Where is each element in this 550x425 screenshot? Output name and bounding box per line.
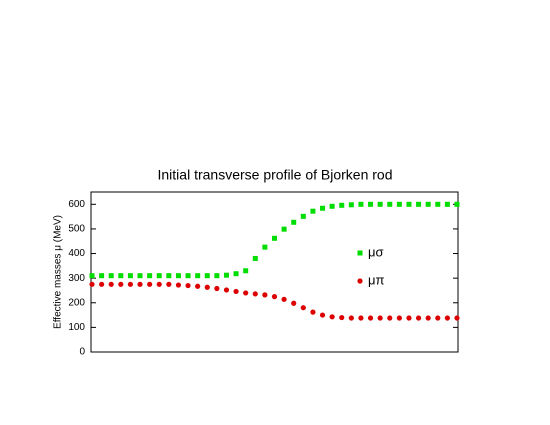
marker xyxy=(118,281,124,287)
marker xyxy=(272,235,277,241)
marker xyxy=(358,315,364,321)
marker xyxy=(147,281,153,287)
chart-title: Initial transverse profile of Bjorken ro… xyxy=(158,167,393,183)
marker xyxy=(195,283,201,289)
marker xyxy=(416,201,422,207)
marker xyxy=(137,281,143,287)
marker xyxy=(156,273,162,279)
y-tick-label: 200 xyxy=(68,297,85,308)
marker xyxy=(223,272,229,278)
marker xyxy=(377,201,383,207)
y-tick-label: 300 xyxy=(68,273,85,284)
marker xyxy=(396,201,402,207)
marker xyxy=(204,273,210,279)
marker xyxy=(262,244,268,250)
marker xyxy=(185,273,191,279)
marker xyxy=(175,273,181,279)
marker xyxy=(377,315,383,321)
marker xyxy=(396,315,402,321)
marker xyxy=(252,255,258,261)
marker xyxy=(127,281,134,287)
marker xyxy=(137,273,143,279)
marker xyxy=(175,282,182,288)
y-axis-label: Effective masses μ (MeV) xyxy=(53,215,64,329)
marker xyxy=(147,273,153,279)
marker xyxy=(415,315,422,321)
marker xyxy=(281,226,287,232)
marker xyxy=(300,305,306,311)
legend-label: μσ xyxy=(368,244,384,259)
marker xyxy=(89,281,95,287)
y-tick-label: 100 xyxy=(68,322,85,333)
marker xyxy=(156,281,162,287)
marker xyxy=(127,273,133,279)
marker xyxy=(425,201,431,207)
marker xyxy=(223,287,230,293)
marker xyxy=(291,300,297,306)
marker xyxy=(444,201,450,207)
marker xyxy=(406,201,412,207)
marker xyxy=(300,213,306,219)
marker xyxy=(166,273,172,279)
marker xyxy=(214,285,220,292)
marker xyxy=(339,202,345,208)
marker xyxy=(454,201,460,207)
legend-marker xyxy=(357,250,363,256)
marker xyxy=(281,296,287,302)
marker xyxy=(329,203,335,209)
legend-marker xyxy=(357,278,363,284)
marker xyxy=(252,291,258,297)
marker xyxy=(108,281,114,287)
marker xyxy=(310,309,316,315)
marker xyxy=(118,273,124,279)
y-tick-label: 400 xyxy=(68,248,85,259)
marker xyxy=(89,273,95,279)
marker xyxy=(233,288,239,295)
marker xyxy=(425,315,431,321)
marker xyxy=(108,273,114,279)
y-tick-label: 600 xyxy=(68,199,85,210)
marker xyxy=(195,273,201,279)
marker xyxy=(166,281,172,287)
marker xyxy=(387,315,393,321)
y-tick-label: 0 xyxy=(79,347,85,358)
marker xyxy=(319,312,326,318)
marker xyxy=(367,315,374,321)
marker xyxy=(243,290,249,296)
marker xyxy=(358,201,364,207)
marker xyxy=(454,315,460,321)
marker xyxy=(348,315,354,321)
marker xyxy=(406,315,412,321)
marker xyxy=(339,314,345,321)
marker xyxy=(291,219,297,225)
y-tick-label: 500 xyxy=(68,224,85,235)
marker xyxy=(387,201,393,207)
marker xyxy=(214,273,220,279)
marker xyxy=(262,292,268,298)
marker xyxy=(99,281,105,287)
marker xyxy=(310,208,316,214)
marker xyxy=(233,271,239,277)
marker xyxy=(444,315,450,321)
marker xyxy=(99,273,105,279)
marker xyxy=(329,314,335,320)
marker xyxy=(368,201,374,207)
marker xyxy=(243,268,249,274)
marker xyxy=(204,284,210,290)
marker xyxy=(320,205,326,211)
marker xyxy=(185,282,191,289)
marker xyxy=(435,315,441,321)
marker xyxy=(435,201,441,207)
marker xyxy=(348,202,354,208)
marker xyxy=(271,294,278,300)
plot-frame xyxy=(90,191,459,353)
legend-label: μπ xyxy=(368,272,384,287)
